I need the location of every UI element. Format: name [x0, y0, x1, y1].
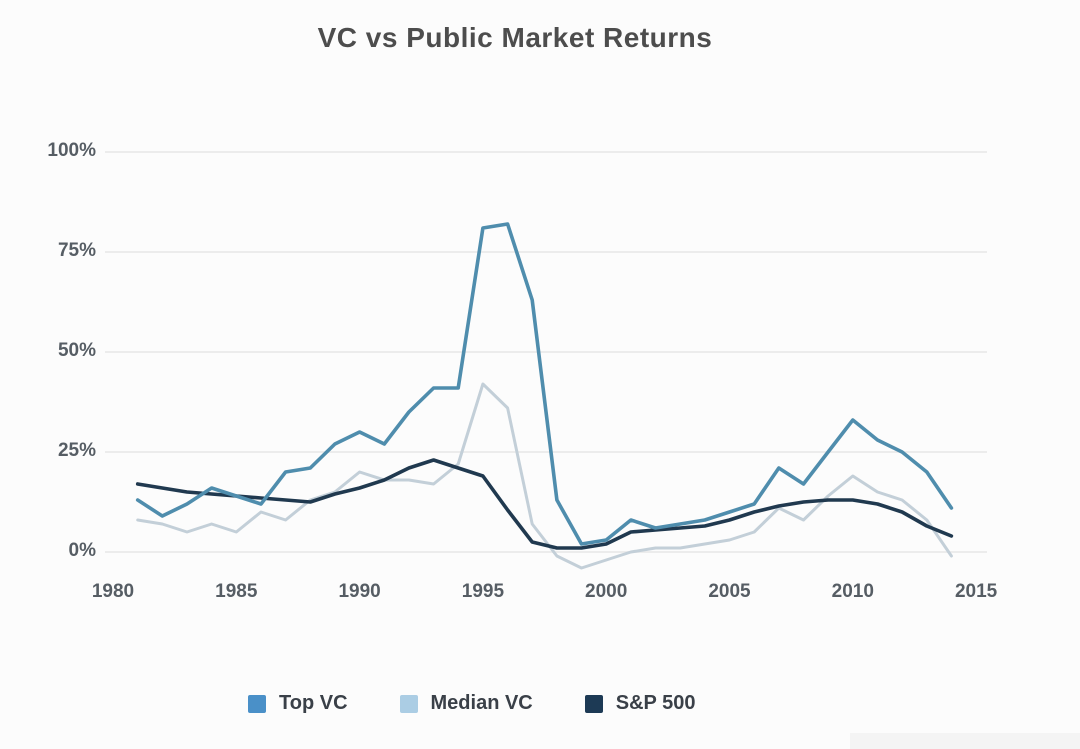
x-tick-label: 2005 — [708, 581, 751, 602]
x-tick-label: 1990 — [338, 581, 381, 602]
chart-title: VC vs Public Market Returns — [317, 22, 713, 53]
y-tick-label: 50% — [57, 340, 96, 361]
x-tick-label: 2000 — [585, 581, 628, 602]
legend-swatch-icon — [248, 694, 266, 713]
legend-label: Median VC — [430, 692, 533, 714]
gridline-100 — [105, 151, 987, 153]
gridline-25 — [105, 451, 987, 453]
x-tick-label: 1985 — [215, 581, 258, 602]
y-tick-label: 25% — [57, 440, 96, 461]
chart-legend: Top VC Median VC S&P 500 — [248, 692, 695, 715]
x-tick-label: 1980 — [91, 581, 135, 602]
top-vc-line — [135, 222, 954, 546]
legend-item-s-p-500: S&P 500 — [584, 692, 696, 715]
x-tick-label: 2015 — [954, 581, 998, 602]
legend-item-top-vc: Top VC — [248, 692, 348, 715]
y-tick-label: 75% — [57, 240, 96, 261]
y-tick-label: 0% — [68, 540, 96, 561]
sp500-line — [135, 458, 954, 550]
legend-item-median-vc: Median VC — [399, 692, 533, 715]
legend-swatch-icon — [399, 694, 418, 713]
legend-swatch-icon — [584, 694, 603, 713]
gridline-50 — [105, 351, 987, 353]
gridline-0 — [105, 551, 987, 553]
y-tick-label: 100% — [47, 140, 96, 161]
legend-label: Top VC — [279, 692, 348, 714]
median-vc-line — [136, 382, 953, 570]
gridline-75 — [105, 251, 987, 253]
watermark — [850, 733, 1080, 749]
legend-label: S&P 500 — [615, 692, 696, 714]
x-tick-label: 2010 — [831, 581, 874, 602]
x-tick-label: 1995 — [461, 581, 505, 602]
